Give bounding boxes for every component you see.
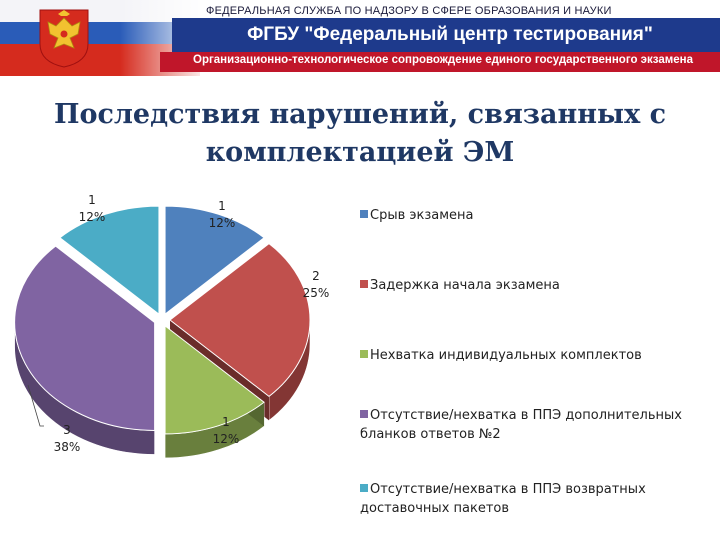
organization-name: ФГБУ "Федеральный центр тестирования" <box>247 24 653 45</box>
legend-label: Отсутствие/нехватка в ППЭ дополнительных… <box>360 408 682 442</box>
slice-top <box>14 245 156 431</box>
pie-chart: 1 12% 2 25% 1 12% 3 38% 1 12% <box>14 193 330 459</box>
legend-label: Срыв экзамена <box>370 208 474 223</box>
slice-top <box>169 243 311 397</box>
legend-label: Нехватка индивидуальных комплектов <box>370 348 642 363</box>
legend-label: Отсутствие/нехватка в ППЭ возвратных дос… <box>360 482 646 516</box>
pie-slice-sliver-nekhvatka <box>164 324 265 459</box>
legend-item-sliver-zaderzhka: Задержка начала экзамена <box>360 276 720 295</box>
legend-item-sliver-blanki: Отсутствие/нехватка в ППЭ дополнительных… <box>360 406 720 444</box>
pie-slice-sliver-pakety <box>59 205 160 316</box>
slice-top <box>59 205 160 316</box>
data-label-sliver-zaderzhka: 2 25% <box>303 269 330 300</box>
slice-top <box>164 324 265 435</box>
legend-swatch <box>360 350 368 358</box>
legend-swatch <box>360 280 368 288</box>
legend-item-sliver-sryv: Срыв экзамена <box>360 206 720 225</box>
data-label-sliver-sryv: 1 12% <box>209 199 236 230</box>
leader-line <box>27 384 44 427</box>
legend-item-sliver-nekhvatka: Нехватка индивидуальных комплектов <box>360 346 720 365</box>
pie-slice-sliver-sryv <box>164 205 265 316</box>
legend-swatch <box>360 484 368 492</box>
data-label-sliver-nekhvatka: 1 12% <box>213 415 240 446</box>
data-label-sliver-pakety: 1 12% <box>79 193 106 224</box>
slice-top <box>164 205 265 316</box>
header-subtitle: Организационно-технологическое сопровожд… <box>193 54 693 66</box>
legend-item-sliver-pakety: Отсутствие/нехватка в ППЭ возвратных дос… <box>360 480 720 518</box>
legend-label: Задержка начала экзамена <box>370 278 560 293</box>
header-banner: ФЕДЕРАЛЬНАЯ СЛУЖБА ПО НАДЗОРУ В СФЕРЕ ОБ… <box>0 0 720 76</box>
data-label-sliver-blanki: 3 38% <box>54 423 81 454</box>
coat-of-arms-icon <box>39 9 89 68</box>
agency-name: ФЕДЕРАЛЬНАЯ СЛУЖБА ПО НАДЗОРУ В СФЕРЕ ОБ… <box>206 5 612 17</box>
legend-swatch <box>360 410 368 418</box>
slide-title: Последствия нарушений, связанных с компл… <box>53 99 667 168</box>
pie-slice-sliver-blanki <box>14 245 156 455</box>
legend-swatch <box>360 210 368 218</box>
